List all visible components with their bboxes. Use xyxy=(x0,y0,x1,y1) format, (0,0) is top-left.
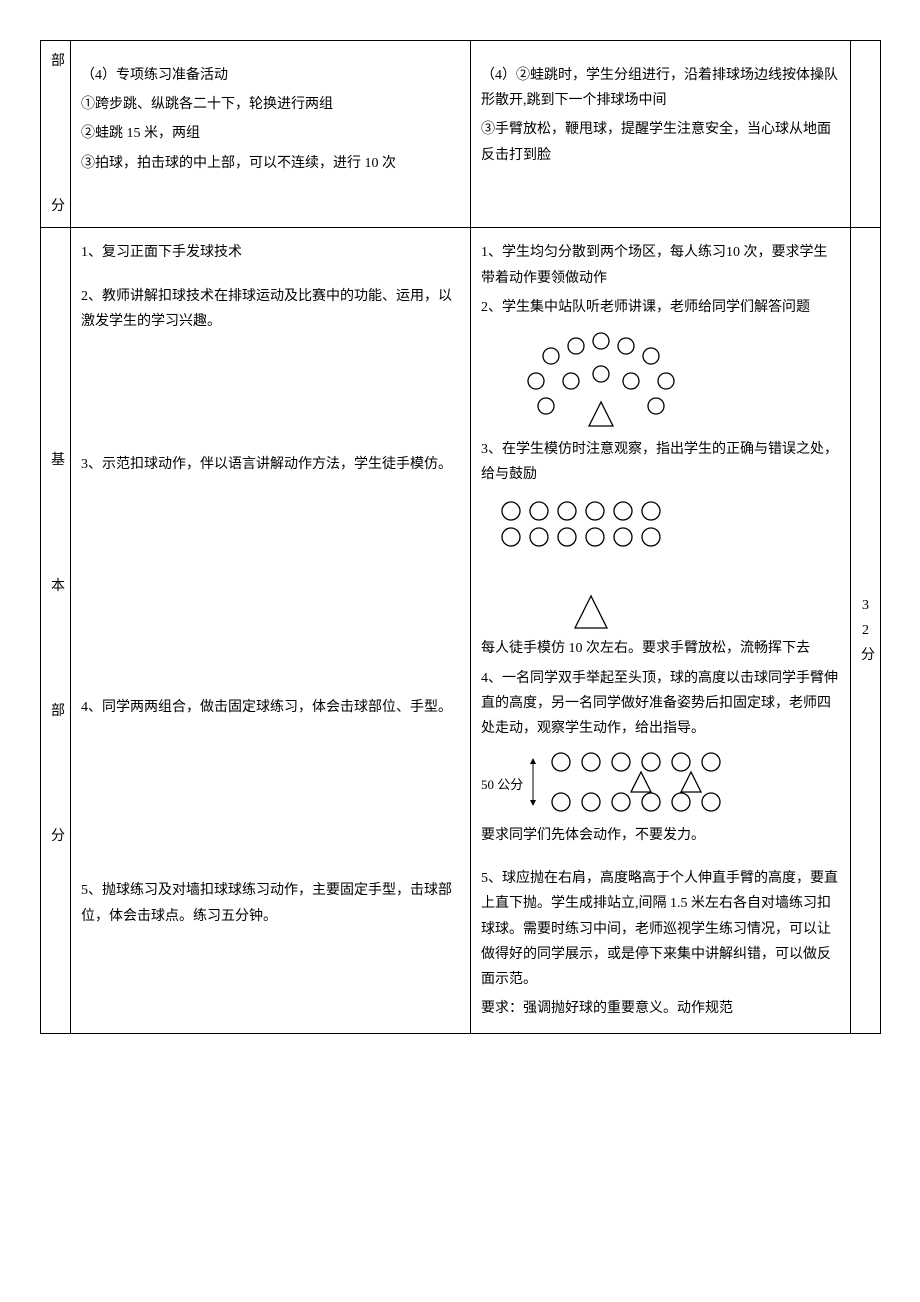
row-preparation: 部 分 （4）专项练习准备活动 ①跨步跳、纵跳各二十下，轮换进行两组 ②蛙跳 1… xyxy=(41,41,881,228)
row2-student-p4b: 要求同学们先体会动作，不要发力。 xyxy=(481,823,840,848)
row1-teacher-cell: （4）专项练习准备活动 ①跨步跳、纵跳各二十下，轮换进行两组 ②蛙跳 15 米，… xyxy=(71,41,471,228)
row1-label-cell: 部 分 xyxy=(41,41,71,228)
row1-student-l1: （4）②蛙跳时，学生分组进行，沿着排球场边线按体操队形散开,跳到下一个排球场中间 xyxy=(481,63,840,113)
diagram-1 xyxy=(481,326,840,431)
row1-student-cell: （4）②蛙跳时，学生分组进行，沿着排球场边线按体操队形散开,跳到下一个排球场中间… xyxy=(471,41,851,228)
row2-time-cell: 3 2 分 xyxy=(851,228,881,1034)
row1-teacher-l2: ②蛙跳 15 米，两组 xyxy=(81,121,460,146)
row2-teacher-p2: 2、教师讲解扣球技术在排球运动及比赛中的功能、运用，以激发学生的学习兴趣。 xyxy=(81,284,460,334)
row2-label-cell: 基 本 部 分 xyxy=(41,228,71,1034)
row2-student-cell: 1、学生均匀分散到两个场区，每人练习10 次，要求学生带着动作要领做动作 2、学… xyxy=(471,228,851,1034)
row2-student-p4: 4、一名同学双手举起至头顶，球的高度以击球同学手臂伸直的高度，另一名同学做好准备… xyxy=(481,666,840,742)
row2-time-3: 3 xyxy=(861,593,870,618)
row2-teacher-p5: 5、抛球练习及对墙扣球球练习动作，主要固定手型，击球部位，体会击球点。练习五分钟… xyxy=(81,878,460,928)
row2-teacher-cell: 1、复习正面下手发球技术 2、教师讲解扣球技术在排球运动及比赛中的功能、运用，以… xyxy=(71,228,471,1034)
row2-label-2: 本 xyxy=(51,574,60,599)
row-main: 基 本 部 分 1、复习正面下手发球技术 2、教师讲解扣球技术在排球运动及比赛中… xyxy=(41,228,881,1034)
diagram-4-label: 50 公分 xyxy=(481,773,523,796)
row1-time-cell xyxy=(851,41,881,228)
row1-teacher-l1: ①跨步跳、纵跳各二十下，轮换进行两组 xyxy=(81,92,460,117)
row2-time-2: 2 xyxy=(861,618,870,643)
diagram-2 xyxy=(481,493,840,548)
row2-time-fen: 分 xyxy=(861,643,870,668)
row1-teacher-l3: ③拍球，拍击球的中上部，可以不连续，进行 10 次 xyxy=(81,151,460,176)
row2-teacher-p4: 4、同学两两组合，做击固定球练习，体会击球部位、手型。 xyxy=(81,695,460,720)
row2-student-p2: 2、学生集中站队听老师讲课，老师给同学们解答问题 xyxy=(481,295,840,320)
diagram-4: 50 公分 xyxy=(481,747,840,817)
row1-student-l2: ③手臂放松，鞭甩球，提醒学生注意安全，当心球从地面反击打到脸 xyxy=(481,117,840,167)
diagram-3 xyxy=(551,590,840,630)
row2-teacher-p3: 3、示范扣球动作，伴以语言讲解动作方法，学生徒手模仿。 xyxy=(81,452,460,477)
row1-label: 部 xyxy=(51,49,60,74)
row2-teacher-p1: 1、复习正面下手发球技术 xyxy=(81,240,460,265)
lesson-plan-table: 部 分 （4）专项练习准备活动 ①跨步跳、纵跳各二十下，轮换进行两组 ②蛙跳 1… xyxy=(40,40,881,1034)
row1-teacher-title: （4）专项练习准备活动 xyxy=(81,63,460,88)
row2-label-3: 部 xyxy=(51,699,60,724)
row1-label2: 分 xyxy=(51,194,60,219)
row2-student-p1: 1、学生均匀分散到两个场区，每人练习10 次，要求学生带着动作要领做动作 xyxy=(481,240,840,290)
row2-label-4: 分 xyxy=(51,824,60,849)
row2-student-p5: 5、球应抛在右肩，高度略高于个人伸直手臂的高度，要直上直下抛。学生成排站立,间隔… xyxy=(481,866,840,992)
row2-student-p3: 3、在学生模仿时注意观察，指出学生的正确与错误之处，给与鼓励 xyxy=(481,437,840,487)
row2-student-p3b: 每人徒手模仿 10 次左右。要求手臂放松，流畅挥下去 xyxy=(481,636,840,661)
row2-label-1: 基 xyxy=(51,448,60,473)
row2-student-p5b: 要求：强调抛好球的重要意义。动作规范 xyxy=(481,996,840,1021)
